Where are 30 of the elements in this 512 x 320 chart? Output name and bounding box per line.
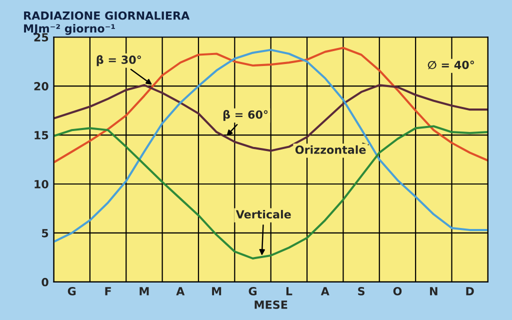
y-axis-title: MJm⁻² giorno⁻¹ <box>24 24 115 35</box>
y-tick-label: 20 <box>34 82 48 90</box>
x-tick-label: G <box>248 286 256 296</box>
x-tick-label: M <box>212 287 222 296</box>
line-series <box>54 125 488 260</box>
x-tick-label: A <box>320 287 330 296</box>
y-tick-label: 10 <box>34 180 48 188</box>
x-tick-label: M <box>140 287 149 296</box>
x-tick-label: D <box>466 287 474 296</box>
series-label: β = 30° <box>96 55 141 66</box>
line-series <box>54 84 488 152</box>
x-tick-label: S <box>358 286 364 296</box>
annotation: ∅ = 40° <box>428 60 474 70</box>
x-tick-label: L <box>286 287 292 296</box>
y-tick-label: 25 <box>34 33 48 42</box>
line-series <box>54 46 488 164</box>
x-axis-title: MESE <box>254 300 288 309</box>
chart-title: RADIAZIONE GIORNALIERA <box>24 11 190 20</box>
series-label: Orizzontale <box>295 145 366 154</box>
line-series <box>54 48 488 243</box>
x-tick-label: A <box>176 287 185 296</box>
y-tick-label: 5 <box>42 229 48 238</box>
y-tick-label: 0 <box>42 278 48 286</box>
x-tick-label: G <box>68 286 76 296</box>
text: Verticale <box>236 210 291 219</box>
x-tick-label: O <box>393 286 402 296</box>
y-tick-label: 15 <box>34 131 48 140</box>
x-tick-label: N <box>430 287 438 296</box>
x-tick-label: F <box>105 287 111 296</box>
series-label: β = 60° <box>223 110 268 121</box>
